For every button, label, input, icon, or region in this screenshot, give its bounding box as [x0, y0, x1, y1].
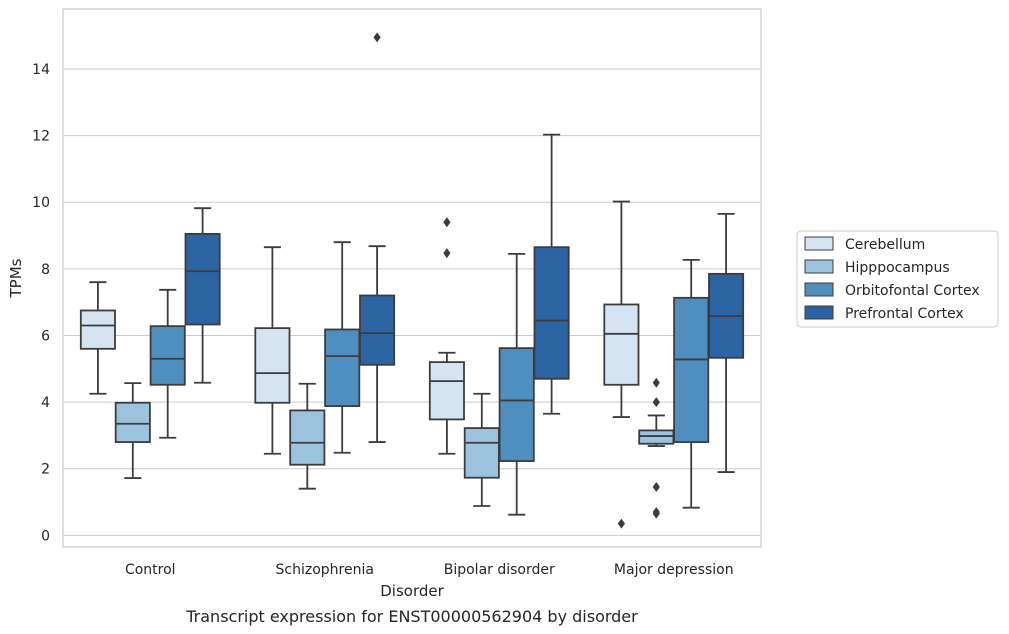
box-orbitofontal-cortex-control	[149, 288, 186, 439]
box-cerebellum-control	[79, 281, 116, 395]
box-plots	[79, 32, 745, 529]
outlier-point	[443, 248, 451, 259]
iqr-box	[254, 327, 291, 404]
legend-swatch	[804, 259, 834, 274]
box-hipppocampus-major-depression	[638, 377, 675, 519]
iqr-box	[79, 309, 116, 350]
legend-swatch	[804, 305, 834, 320]
box-orbitofontal-cortex-bipolar-disorder	[498, 252, 535, 516]
y-tick-labels: 0 2 4 6 8 10 12 14	[32, 62, 50, 544]
iqr-box	[359, 294, 396, 366]
x-tick-label: Schizophrenia	[276, 562, 374, 578]
iqr-box	[324, 328, 361, 407]
iqr-box	[533, 246, 570, 380]
y-tick-label: 6	[41, 328, 50, 344]
y-axis-label: TPMs	[7, 258, 25, 298]
box-prefrontal-cortex-schizophrenia	[359, 32, 396, 443]
y-tick-label: 12	[32, 129, 50, 145]
box-cerebellum-major-depression	[603, 200, 640, 529]
iqr-box	[149, 325, 186, 386]
outlier-point	[652, 508, 660, 519]
y-tick-label: 8	[41, 262, 50, 278]
outlier-point	[652, 482, 660, 493]
legend-label: Orbitofontal Cortex	[845, 283, 980, 299]
legend-box	[796, 230, 999, 328]
box-cerebellum-schizophrenia	[254, 246, 291, 455]
box-orbitofontal-cortex-major-depression	[673, 258, 710, 509]
outlier-point	[373, 32, 381, 43]
x-tick-label: Major depression	[614, 562, 734, 578]
y-tick-label: 14	[32, 62, 50, 78]
outlier-point	[617, 518, 625, 529]
y-tick-label: 2	[41, 462, 50, 478]
iqr-box	[638, 429, 675, 445]
legend-swatch	[804, 236, 834, 251]
iqr-box	[498, 347, 535, 462]
box-cerebellum-bipolar-disorder	[428, 217, 465, 455]
box-hipppocampus-schizophrenia	[289, 382, 326, 490]
chart-caption: Transcript expression for ENST0000056290…	[185, 607, 638, 626]
y-tick-label: 10	[32, 195, 50, 211]
y-tick-label: 0	[41, 528, 50, 544]
legend: Cerebellum Hipppocampus Orbitofontal Corte…	[796, 230, 999, 328]
iqr-box	[184, 232, 221, 326]
iqr-box	[114, 401, 151, 443]
iqr-box	[463, 427, 500, 479]
legend-label: Prefrontal Cortex	[845, 306, 964, 322]
x-tick-label: Control	[125, 562, 176, 578]
iqr-box	[428, 361, 465, 421]
plot-frame	[62, 8, 762, 548]
box-hipppocampus-bipolar-disorder	[463, 392, 500, 507]
x-tick-labels: Control Schizophrenia Bipolar disorder Majo…	[125, 562, 734, 578]
iqr-box	[603, 303, 640, 386]
x-tick-label: Bipolar disorder	[444, 562, 555, 578]
legend-label: Hipppocampus	[845, 260, 950, 276]
legend-swatch	[804, 282, 834, 297]
box-orbitofontal-cortex-schizophrenia	[324, 241, 361, 454]
outlier-point	[443, 217, 451, 228]
legend-label: Cerebellum	[845, 237, 925, 253]
box-prefrontal-cortex-major-depression	[708, 212, 745, 473]
y-tick-label: 4	[41, 395, 50, 411]
box-hipppocampus-control	[114, 382, 151, 479]
x-axis-label: Disorder	[380, 582, 444, 600]
iqr-box	[673, 296, 710, 443]
box-prefrontal-cortex-control	[184, 207, 221, 384]
iqr-box	[289, 409, 326, 466]
outlier-point	[652, 377, 660, 388]
box-prefrontal-cortex-bipolar-disorder	[533, 133, 570, 415]
outlier-point	[652, 397, 660, 408]
